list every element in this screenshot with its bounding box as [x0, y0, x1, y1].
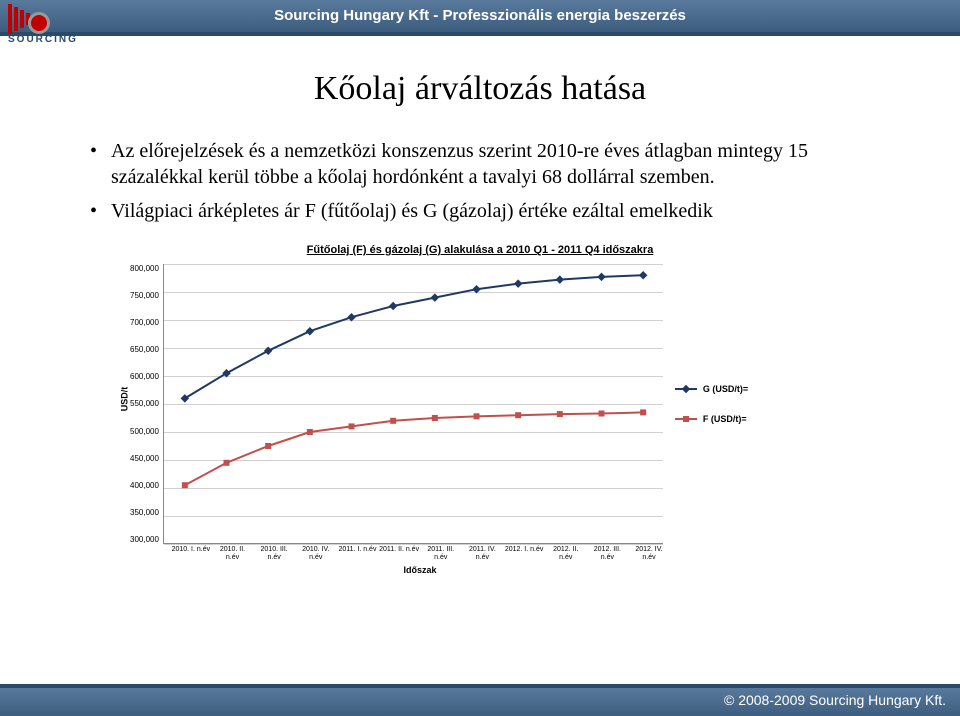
x-tick: 2010. IV. n.év [296, 546, 336, 561]
marker [348, 423, 354, 429]
marker [598, 411, 604, 417]
gridline [164, 404, 663, 405]
series-line-G (USD/t)= [185, 275, 643, 398]
marker [265, 443, 271, 449]
x-tick: 2012. IV. n.év [629, 546, 669, 561]
marker [597, 273, 605, 281]
gridline [164, 264, 663, 265]
marker [639, 271, 647, 279]
marker [431, 293, 439, 301]
x-tick: 2010. I. n.év [171, 546, 211, 561]
marker [514, 279, 522, 287]
logo-ring-icon [28, 12, 50, 34]
bullet-text: Az előrejelzések és a nemzetközi konszen… [111, 138, 900, 190]
legend-label: G (USD/t)= [703, 384, 748, 394]
x-tick: 2011. II. n.év [379, 546, 419, 561]
gridline [164, 320, 663, 321]
slide-content: Kőolaj árváltozás hatása • Az előrejelzé… [60, 60, 900, 575]
y-axis-label: USD/t [119, 387, 129, 412]
marker [556, 275, 564, 283]
bullet-dot-icon: • [90, 198, 97, 224]
marker [557, 411, 563, 417]
y-tick: 550,000 [130, 399, 159, 408]
logo-text: SOURCING [8, 34, 78, 45]
marker [181, 394, 189, 402]
series-line-F (USD/t)= [185, 412, 643, 485]
x-tick: 2012. III. n.év [587, 546, 627, 561]
x-axis: 2010. I. n.év2010. II. n.év2010. III. n.… [170, 544, 670, 561]
footer-text: © 2008-2009 Sourcing Hungary Kft. [724, 692, 946, 708]
y-tick: 800,000 [130, 264, 159, 273]
x-tick: 2011. IV. n.év [462, 546, 502, 561]
y-tick: 750,000 [130, 291, 159, 300]
bullet-dot-icon: • [90, 138, 97, 190]
legend: G (USD/t)= F (USD/t)= [675, 264, 748, 544]
marker [390, 418, 396, 424]
legend-item: G (USD/t)= [675, 384, 748, 394]
x-tick: 2010. II. n.év [212, 546, 252, 561]
bullet-text: Világpiaci árképletes ár F (fűtőolaj) és… [111, 198, 713, 224]
marker [306, 327, 314, 335]
y-tick: 300,000 [130, 535, 159, 544]
y-tick: 600,000 [130, 372, 159, 381]
marker [640, 409, 646, 415]
x-tick: 2012. II. n.év [546, 546, 586, 561]
bullet-list: • Az előrejelzések és a nemzetközi konsz… [90, 138, 900, 224]
gridline [164, 544, 663, 545]
gridline [164, 460, 663, 461]
chart-title: Fűtőolaj (F) és gázolaj (G) alakulása a … [130, 244, 830, 256]
chart: Fűtőolaj (F) és gázolaj (G) alakulása a … [130, 244, 830, 575]
gridline [164, 376, 663, 377]
x-tick: 2012. I. n.év [504, 546, 544, 561]
marker [473, 413, 479, 419]
legend-label: F (USD/t)= [703, 414, 747, 424]
legend-swatch [675, 388, 697, 390]
bullet-item: • Világpiaci árképletes ár F (fűtőolaj) … [90, 198, 900, 224]
marker [432, 415, 438, 421]
page-title: Kőolaj árváltozás hatása [60, 70, 900, 108]
bullet-item: • Az előrejelzések és a nemzetközi konsz… [90, 138, 900, 190]
y-tick: 650,000 [130, 345, 159, 354]
company-logo: SOURCING [8, 4, 158, 46]
y-axis: 800,000 750,000 700,000 650,000 600,000 550,0… [130, 264, 163, 544]
y-tick: 700,000 [130, 318, 159, 327]
y-tick: 500,000 [130, 427, 159, 436]
marker [515, 412, 521, 418]
footer-bar: © 2008-2009 Sourcing Hungary Kft. [0, 684, 960, 716]
gridline [164, 348, 663, 349]
y-tick: 400,000 [130, 481, 159, 490]
marker [389, 302, 397, 310]
legend-swatch [675, 418, 697, 420]
gridline [164, 292, 663, 293]
plot-area [163, 264, 663, 544]
y-tick: 450,000 [130, 454, 159, 463]
gridline [164, 432, 663, 433]
chart-body: 800,000 750,000 700,000 650,000 600,000 550,0… [130, 264, 830, 544]
x-tick: 2011. I. n.év [337, 546, 377, 561]
x-tick: 2011. III. n.év [421, 546, 461, 561]
legend-item: F (USD/t)= [675, 414, 748, 424]
x-tick: 2010. III. n.év [254, 546, 294, 561]
gridline [164, 488, 663, 489]
gridline [164, 516, 663, 517]
y-tick: 350,000 [130, 508, 159, 517]
x-axis-label: Időszak [170, 565, 670, 575]
